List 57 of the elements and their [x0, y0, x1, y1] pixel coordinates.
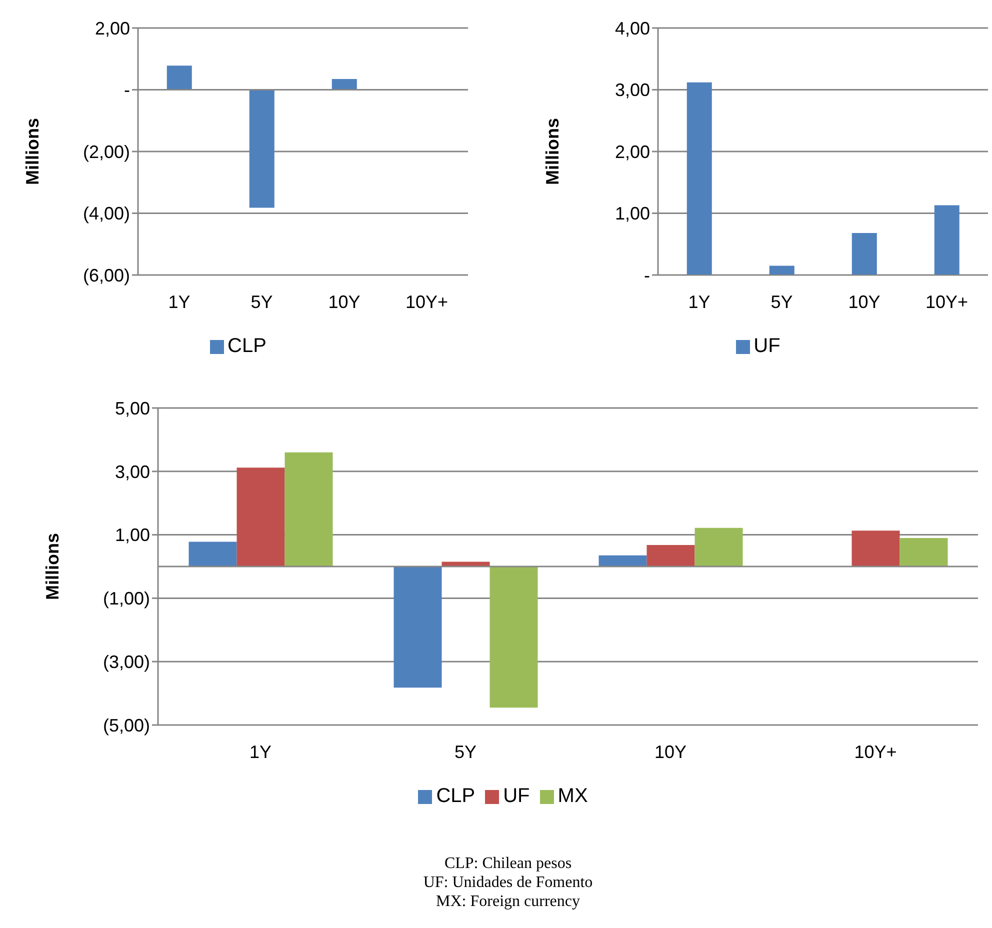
x-tick-label: 10Y: [654, 742, 687, 762]
y-tick-label: (5,00): [102, 715, 150, 736]
legend-label: UF: [754, 335, 780, 357]
y-tick-label: 4,00: [614, 18, 650, 38]
bar: [852, 530, 900, 566]
y-tick-label: -: [644, 265, 650, 286]
x-tick-label: 1Y: [168, 292, 190, 312]
y-axis-title: Millions: [22, 118, 42, 185]
bar: [284, 452, 333, 566]
bar: [900, 538, 948, 566]
y-tick-label: (2,00): [82, 142, 130, 162]
x-tick-label: 5Y: [454, 742, 477, 762]
text: CLP: Chilean pesos: [443, 854, 573, 873]
bar: [236, 468, 285, 566]
bar: [934, 205, 960, 275]
x-tick-label: 10Y+: [405, 292, 448, 312]
x-tick-label: 10Y+: [854, 742, 897, 762]
bar: [852, 233, 877, 275]
legend-label: CLP: [228, 335, 266, 357]
bar: [598, 555, 647, 566]
bar: [646, 544, 695, 566]
y-tick-label: (4,00): [82, 204, 130, 224]
bar: [394, 566, 442, 688]
bar: [694, 528, 743, 566]
bar: [166, 66, 192, 90]
y-tick-label: 2,00: [94, 18, 130, 38]
y-axis-title: Millions: [542, 118, 562, 185]
y-tick-label: (1,00): [102, 588, 150, 609]
bar: [686, 82, 712, 275]
bar: [188, 542, 237, 566]
x-tick-label: 10Y: [328, 292, 360, 312]
y-tick-label: (3,00): [102, 652, 150, 672]
x-tick-label: 5Y: [770, 292, 793, 312]
x-tick-label: 1Y: [249, 742, 272, 762]
y-tick-label: 2,00: [614, 142, 650, 162]
x-tick-label: 10Y+: [925, 292, 968, 312]
y-axis-title: Millions: [42, 533, 62, 600]
x-tick-label: 1Y: [688, 292, 710, 312]
y-tick-label: 1,00: [614, 204, 650, 224]
bar: [332, 78, 357, 90]
bar: [490, 566, 538, 708]
y-tick-label: (6,00): [82, 265, 130, 286]
text: UF: Unidades de Fomento: [422, 873, 594, 892]
bar: [769, 266, 794, 275]
x-tick-label: 10Y: [848, 292, 880, 312]
y-tick-label: 1,00: [114, 525, 150, 546]
legend-label: MX: [558, 785, 588, 807]
y-tick-label: 3,00: [114, 462, 150, 482]
y-tick-label: -: [124, 80, 130, 100]
legend-label: UF: [503, 785, 530, 807]
text: MX: Foreign currency: [435, 892, 581, 911]
y-tick-label: 5,00: [114, 398, 150, 418]
legend-label: CLP: [436, 785, 476, 807]
y-tick-label: 3,00: [614, 80, 650, 100]
bar: [249, 90, 274, 208]
bar: [442, 562, 490, 566]
x-tick-label: 5Y: [250, 292, 273, 312]
